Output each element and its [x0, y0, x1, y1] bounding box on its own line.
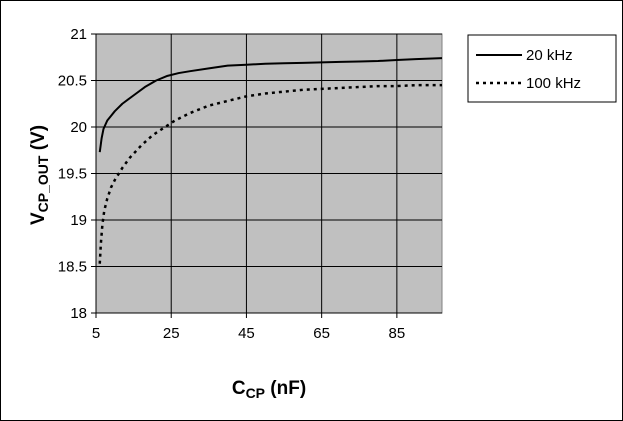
- x-axis-title-sub: CP: [246, 385, 265, 401]
- x-tick-label: 85: [389, 325, 406, 342]
- y-tick-labels: 18 18.5 19 19.5 20 20.5 21: [58, 26, 87, 322]
- x-axis-title: CCP (nF): [232, 378, 306, 401]
- y-tick-label: 21: [70, 26, 87, 43]
- y-tick-label: 20: [70, 119, 87, 136]
- y-axis-title-rest: (V): [28, 125, 49, 156]
- y-axis-title-sub: CP_OUT: [35, 155, 51, 212]
- y-tick-label: 19.5: [58, 166, 87, 183]
- legend-label-20khz: 20 kHz: [526, 47, 573, 64]
- x-tick-label: 45: [238, 325, 255, 342]
- legend-box: [467, 34, 617, 103]
- x-tick-label: 65: [313, 325, 330, 342]
- axes: [91, 33, 442, 318]
- legend-label-100khz: 100 kHz: [526, 75, 581, 92]
- legend: 20 kHz 100 kHz: [467, 34, 617, 103]
- x-tick-labels: 5 25 45 65 85: [92, 325, 405, 342]
- y-axis-title: VCP_OUT (V): [28, 125, 51, 225]
- y-axis-title-main: V: [28, 212, 49, 225]
- x-axis-title-rest: (nF): [265, 378, 306, 399]
- series-group: [98, 57, 443, 264]
- series-line-0: [98, 57, 443, 153]
- x-tick-label: 25: [163, 325, 180, 342]
- y-tick-label: 18.5: [58, 259, 87, 276]
- x-tick-label: 5: [92, 325, 100, 342]
- x-axis-title-main: C: [232, 378, 246, 399]
- y-tick-label: 18: [70, 305, 87, 322]
- y-tick-label: 19: [70, 212, 87, 229]
- y-tick-label: 20.5: [58, 73, 87, 90]
